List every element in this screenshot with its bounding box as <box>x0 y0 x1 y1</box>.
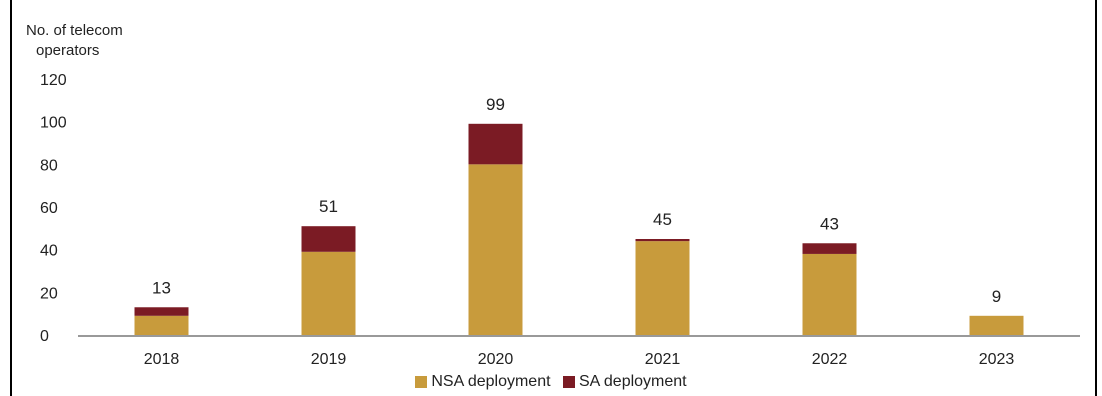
bar-segment-nsa <box>134 315 189 335</box>
bar-segment-sa <box>468 123 523 165</box>
bar-segment-nsa <box>301 251 356 335</box>
bar-total-label: 45 <box>653 210 672 229</box>
x-tick-label: 2022 <box>812 351 848 368</box>
bar-segment-sa <box>802 243 857 254</box>
legend-label-nsa: NSA deployment <box>431 373 551 390</box>
y-tick-label: 0 <box>40 328 49 345</box>
bar-segment-sa <box>134 307 189 316</box>
y-tick-label: 60 <box>40 200 58 217</box>
bar-total-label: 99 <box>486 95 505 114</box>
legend-swatch-sa <box>563 376 575 388</box>
legend-swatch-nsa <box>415 376 428 388</box>
bar-segment-nsa <box>468 164 523 335</box>
bar-segment-nsa <box>969 315 1024 335</box>
x-tick-label: 2021 <box>645 351 681 368</box>
y-tick-label: 20 <box>40 285 58 302</box>
y-tick-label: 40 <box>40 243 58 260</box>
y-axis-label-line-1: No. of telecom <box>26 22 123 39</box>
bar-segment-nsa <box>635 241 690 335</box>
legend-item-sa: SA deployment <box>563 373 687 391</box>
x-tick-label: 2020 <box>478 351 514 368</box>
bar-total-label: 9 <box>992 287 1001 306</box>
bar-total-label: 13 <box>152 278 171 297</box>
legend-label-sa: SA deployment <box>579 373 687 390</box>
bar-segment-nsa <box>802 253 857 335</box>
y-tick-label: 100 <box>40 115 67 132</box>
y-tick-label: 80 <box>40 157 58 174</box>
y-axis-label-line-2: operators <box>36 42 100 59</box>
bar-segment-sa <box>635 239 690 242</box>
bar-segment-sa <box>301 226 356 252</box>
x-tick-label: 2019 <box>311 351 347 368</box>
chart-frame <box>10 0 1097 396</box>
legend-item-nsa: NSA deployment <box>415 373 551 391</box>
y-tick-label: 120 <box>40 72 67 89</box>
legend: NSA deployment SA deployment <box>0 373 1102 393</box>
bar-total-label: 51 <box>319 197 338 216</box>
bar-total-label: 43 <box>820 214 839 233</box>
x-tick-label: 2023 <box>979 351 1015 368</box>
x-tick-label: 2018 <box>144 351 180 368</box>
y-axis-label: No. of telecom operators <box>26 21 123 61</box>
